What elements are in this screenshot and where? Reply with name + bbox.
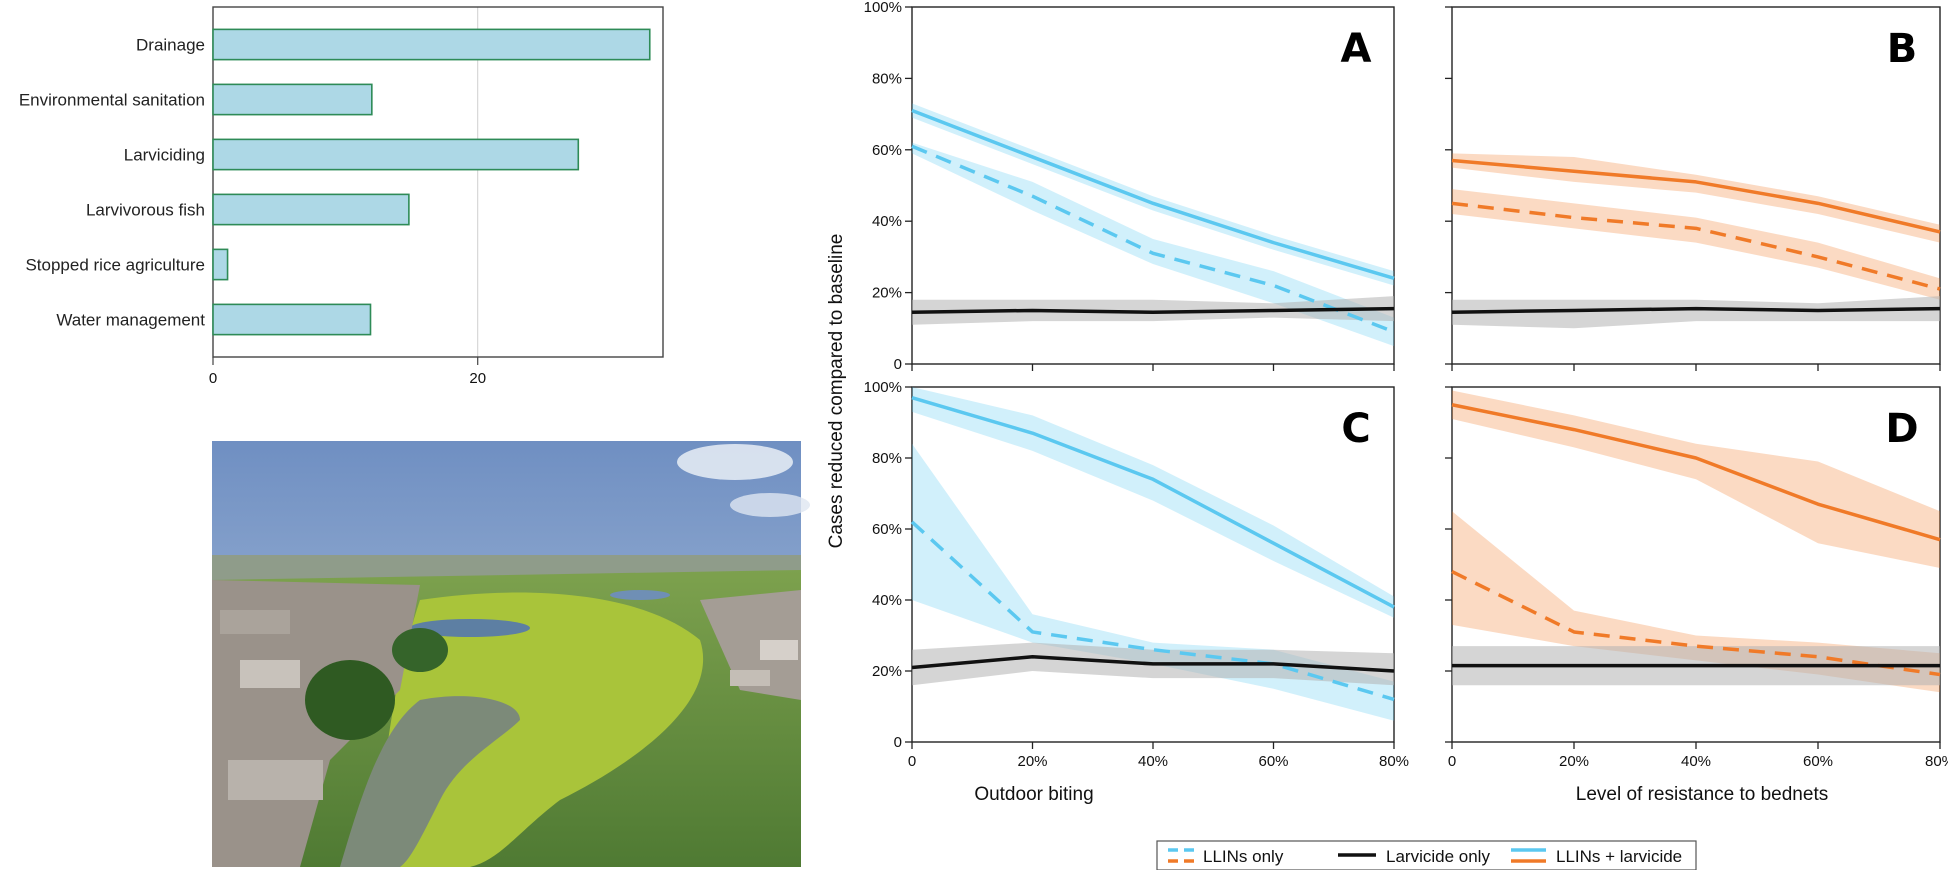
bar-chart-frame <box>212 6 664 358</box>
x-tick-label: 0 <box>908 753 916 770</box>
y-tick-label: 60% <box>872 142 902 159</box>
legend-item-larvicide-only: Larvicide only <box>1338 847 1490 866</box>
legend-label: Larvicide only <box>1386 847 1490 866</box>
uncertainty-band <box>1452 189 1940 300</box>
legend-label: LLINs + larvicide <box>1556 847 1682 866</box>
photo-green-marsh <box>360 592 704 867</box>
y-tick-label: 80% <box>872 450 902 467</box>
bar-chart: Drainage Environmental sanitation Larvicid… <box>19 6 664 387</box>
x-axis-title-outdoor-biting: Outdoor biting <box>974 784 1093 805</box>
photo-cloud <box>677 444 793 480</box>
y-tick-label: 0 <box>894 734 902 751</box>
bar-series <box>212 28 651 336</box>
series-line-llins-larvicide <box>1451 158 1941 234</box>
y-tick-label: 0 <box>894 356 902 373</box>
aerial-photo <box>212 441 810 867</box>
legend-item-llins-only: LLINs only <box>1168 847 1284 866</box>
uncertainty-band <box>912 387 1394 618</box>
legend-box <box>1156 840 1697 870</box>
photo-horizon-town <box>212 555 801 580</box>
series-line-llins-larvicide <box>911 395 1395 609</box>
uncertainty-band <box>1452 153 1940 243</box>
panel-letter: C <box>1341 406 1370 452</box>
bar <box>212 303 372 336</box>
y-tick-label: 20% <box>872 285 902 302</box>
photo-roof <box>228 760 323 800</box>
uncertainty-band <box>912 142 1394 347</box>
bar-category-label: Water management <box>56 311 205 330</box>
photo-roof <box>220 610 290 634</box>
bar-x-tick-label: 0 <box>209 370 217 387</box>
panel-letter: A <box>1341 26 1372 72</box>
panel-letter: D <box>1885 406 1918 452</box>
uncertainty-band <box>912 103 1394 286</box>
photo-pond <box>410 619 530 637</box>
series-line-llins-larvicide <box>1451 403 1941 542</box>
panel-frame <box>1451 386 1941 743</box>
bar-category-label: Stopped rice agriculture <box>25 256 205 275</box>
bar <box>212 193 410 226</box>
y-tick-label: 20% <box>872 663 902 680</box>
series-line-larvicide-only <box>911 655 1395 673</box>
bar <box>212 83 373 116</box>
y-tick-label: 80% <box>872 70 902 87</box>
panel-letter: B <box>1887 26 1918 72</box>
bar <box>212 138 580 171</box>
x-tick-label: 80% <box>1379 753 1409 770</box>
series-line-llins-only <box>1451 201 1941 291</box>
photo-pond <box>610 590 670 600</box>
y-tick-label: 100% <box>864 379 902 396</box>
x-tick-label: 60% <box>1803 753 1833 770</box>
photo-roof <box>730 670 770 686</box>
legend-label: LLINs only <box>1203 847 1284 866</box>
bar <box>212 248 229 281</box>
bar-category-label: Larviciding <box>124 146 205 165</box>
panel-c: 0 20% 40% 60% 80% 100% 0 20% 40% 60% 80% C <box>864 379 1409 770</box>
x-tick-label: 40% <box>1138 753 1168 770</box>
legend: LLINs only Larvicide only LLINs + larvic… <box>1156 840 1697 870</box>
y-tick-label: 40% <box>872 592 902 609</box>
legend-item-llins-plus-larvicide: LLINs + larvicide <box>1511 847 1682 866</box>
x-axis-title-resistance: Level of resistance to bednets <box>1576 784 1828 805</box>
bar-category-label: Drainage <box>136 36 205 55</box>
panel-b: B <box>1445 6 1941 371</box>
bar-category-labels: Drainage Environmental sanitation Larvicid… <box>19 36 205 330</box>
y-tick-label: 100% <box>864 0 902 16</box>
bar-x-tick-label: 20 <box>469 370 486 387</box>
photo-river <box>340 696 520 867</box>
x-tick-label: 40% <box>1681 753 1711 770</box>
series-line-larvicide-only <box>911 306 1395 314</box>
series-line-llins-only <box>911 144 1395 334</box>
uncertainty-band <box>912 296 1394 325</box>
photo-roof <box>240 660 300 688</box>
panel-d: 0 20% 40% 60% 80% D <box>1445 386 1948 770</box>
x-tick-label: 60% <box>1258 753 1288 770</box>
x-tick-label: 80% <box>1925 753 1948 770</box>
x-tick-label: 20% <box>1017 753 1047 770</box>
bar-category-label: Environmental sanitation <box>19 91 205 110</box>
y-tick-label: 40% <box>872 213 902 230</box>
series-line-llins-larvicide <box>911 108 1395 280</box>
y-tick-label: 60% <box>872 521 902 538</box>
series-line-llins-only <box>1451 570 1941 677</box>
bar-category-label: Larvivorous fish <box>86 201 205 220</box>
series-line-llins-only <box>910 520 1395 702</box>
bar-x-ticks: 0 20 <box>209 357 486 387</box>
x-tick-label: 20% <box>1559 753 1589 770</box>
bar <box>212 28 651 61</box>
uncertainty-band <box>1452 390 1940 569</box>
series-line-larvicide-only <box>1451 306 1941 314</box>
uncertainty-band <box>1452 296 1940 329</box>
photo-tree <box>392 628 448 672</box>
y-axis-title: Cases reduced compared to baseline <box>826 234 847 549</box>
x-tick-label: 0 <box>1448 753 1456 770</box>
panel-a: 0 20% 40% 60% 80% 100% A <box>864 0 1395 373</box>
photo-roof <box>760 640 798 660</box>
photo-houses-right <box>700 590 801 700</box>
photo-tree <box>305 660 395 740</box>
photo-cloud <box>730 493 810 517</box>
